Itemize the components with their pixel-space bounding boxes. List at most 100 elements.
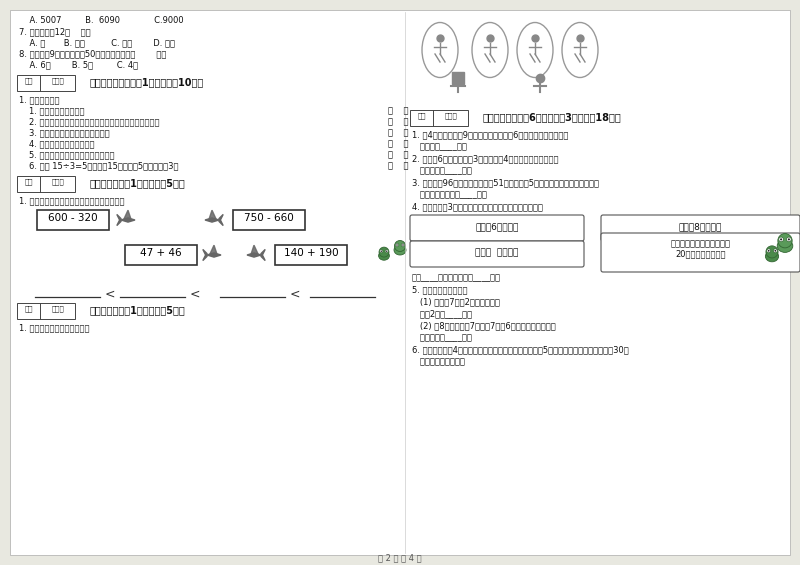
Polygon shape (210, 245, 217, 254)
Text: 3. 一本书共96页，花花已经看完51页，剩下的5天看完，平均每天要看几页？: 3. 一本书共96页，花花已经看完51页，剩下的5天看完，平均每天要看几页？ (412, 178, 599, 187)
Circle shape (380, 250, 383, 253)
Text: 得分: 得分 (24, 178, 33, 185)
Polygon shape (219, 214, 223, 225)
Circle shape (774, 250, 776, 251)
Text: (2) 有8排，每排坐7人，第7排坐6人，一共有多少人？: (2) 有8排，每排坐7人，第7排坐6人，一共有多少人？ (412, 321, 556, 330)
Circle shape (379, 247, 389, 257)
Text: 1. 有4篮苹果，每篮9个，把苹果平均分给6个小朋友，每人几个？: 1. 有4篮苹果，每篮9个，把苹果平均分给6个小朋友，每人几个？ (412, 130, 568, 139)
Text: 8. 个文具盒9元钱，平平有50元钱，最多能买（        ）。: 8. 个文具盒9元钱，平平有50元钱，最多能买（ ）。 (19, 49, 166, 58)
Text: (1) 每排坐7人，2排坐多少人？: (1) 每排坐7人，2排坐多少人？ (412, 297, 500, 306)
Text: 750 - 660: 750 - 660 (244, 213, 294, 223)
Polygon shape (247, 253, 261, 257)
Ellipse shape (766, 251, 778, 262)
Circle shape (396, 244, 398, 246)
Text: 1. 连一连镜子里看到的图像。: 1. 连一连镜子里看到的图像。 (19, 323, 90, 332)
Text: 答：现在有____张。: 答：现在有____张。 (412, 166, 472, 175)
Text: 1. 我知道对错。: 1. 我知道对错。 (19, 95, 59, 104)
Text: 答：一共有____人。: 答：一共有____人。 (412, 333, 472, 342)
Ellipse shape (778, 240, 793, 253)
Text: 孩子们，加油！我已经捉了
20只，我们来比赛。: 孩子们，加油！我已经捉了 20只，我们来比赛。 (670, 239, 730, 258)
Text: 七、连一连（共1大题，共计5分）: 七、连一连（共1大题，共计5分） (90, 305, 186, 315)
Ellipse shape (394, 245, 406, 255)
Text: 答：____捉的害虫多，多____只。: 答：____捉的害虫多，多____只。 (412, 273, 501, 282)
Bar (410, 110, 468, 126)
Text: 六、比一比（共1大题，共计5分）: 六、比一比（共1大题，共计5分） (90, 178, 186, 188)
Text: A. 6个        B. 5个         C. 4个: A. 6个 B. 5个 C. 4个 (19, 60, 138, 69)
Text: 得分: 得分 (24, 305, 33, 312)
Ellipse shape (378, 251, 390, 260)
Text: 评卷人: 评卷人 (51, 77, 64, 84)
Text: （    ）: （ ） (388, 161, 409, 170)
Text: 6. 周日，小明和4个同学去公园玩，公园的儿童票是每张5元，他们一共花了多少元？拿30元: 6. 周日，小明和4个同学去公园玩，公园的儿童票是每张5元，他们一共花了多少元？… (412, 345, 629, 354)
Bar (17, 176, 75, 192)
Text: 140 + 190: 140 + 190 (284, 248, 338, 258)
Polygon shape (207, 253, 221, 257)
Text: 1. 圆有无数条对称轴。: 1. 圆有无数条对称轴。 (29, 106, 85, 115)
Circle shape (381, 250, 382, 252)
Text: 答：2排坐____人。: 答：2排坐____人。 (412, 309, 472, 318)
Circle shape (401, 243, 405, 247)
Text: 答：平均每天要看____页。: 答：平均每天要看____页。 (412, 190, 487, 199)
Text: 5. 新学期老师排座位。: 5. 新学期老师排座位。 (412, 285, 467, 294)
FancyBboxPatch shape (10, 10, 790, 555)
Text: A. 5007         B.  6090             C.9000: A. 5007 B. 6090 C.9000 (19, 16, 184, 25)
Circle shape (386, 250, 387, 252)
Circle shape (786, 237, 791, 242)
Circle shape (768, 250, 770, 251)
Text: 我捉了6只害虫。: 我捉了6只害虫。 (475, 222, 518, 231)
Circle shape (394, 241, 406, 251)
FancyBboxPatch shape (601, 233, 800, 272)
Text: 6. 算式 15÷3=5，表示把15平均分成5份，每份是3。: 6. 算式 15÷3=5，表示把15平均分成5份，每份是3。 (29, 161, 178, 170)
Text: 7. 一块橡皮厚12（    ）。: 7. 一块橡皮厚12（ ）。 (19, 27, 90, 36)
Text: <: < (290, 288, 301, 301)
Text: （    ）: （ ） (388, 106, 409, 115)
Bar (17, 303, 75, 319)
Text: 2. 张叔叔在笔直的公路上开车方向盘的运动是旋转现象。: 2. 张叔叔在笔直的公路上开车方向盘的运动是旋转现象。 (29, 117, 159, 126)
Circle shape (780, 238, 782, 241)
Text: 600 - 320: 600 - 320 (48, 213, 98, 223)
Polygon shape (251, 245, 258, 254)
Text: 我捉了  只害虫。: 我捉了 只害虫。 (475, 248, 518, 257)
Circle shape (774, 249, 778, 253)
Polygon shape (124, 210, 131, 219)
Text: （    ）: （ ） (388, 139, 409, 148)
Bar (37, 210, 109, 230)
Text: （    ）: （ ） (388, 150, 409, 159)
Text: A. 米       B. 分米          C. 厘米        D. 毫米: A. 米 B. 分米 C. 厘米 D. 毫米 (19, 38, 175, 47)
Text: 47 + 46: 47 + 46 (140, 248, 182, 258)
Bar (17, 75, 75, 91)
Circle shape (788, 238, 790, 241)
Text: 八、解决问题（共6小题，每题3分，共计18分）: 八、解决问题（共6小题，每题3分，共计18分） (483, 112, 622, 122)
Text: 4. 火箭升空，是旋转现象。: 4. 火箭升空，是旋转现象。 (29, 139, 94, 148)
Text: 评卷人: 评卷人 (444, 112, 457, 119)
Polygon shape (121, 218, 135, 222)
Polygon shape (203, 249, 207, 260)
Text: 2. 小明有6套画片，每套3张，又买来4张，问现在有多少张？: 2. 小明有6套画片，每套3张，又买来4张，问现在有多少张？ (412, 154, 558, 163)
Bar (233, 210, 305, 230)
FancyBboxPatch shape (601, 215, 800, 241)
Text: 去，买票的钱够吗？: 去，买票的钱够吗？ (412, 357, 465, 366)
Circle shape (778, 237, 783, 242)
Circle shape (778, 233, 792, 248)
Text: 五、判断对与错（共1大题，共计10分）: 五、判断对与错（共1大题，共计10分） (90, 77, 204, 87)
Circle shape (766, 249, 770, 253)
Circle shape (402, 244, 404, 246)
Polygon shape (205, 218, 219, 222)
Text: 评卷人: 评卷人 (51, 178, 64, 185)
Text: <: < (190, 288, 201, 301)
Text: （    ）: （ ） (388, 128, 409, 137)
Circle shape (766, 246, 778, 258)
Text: 第 2 页 共 4 页: 第 2 页 共 4 页 (378, 553, 422, 562)
Text: 答：每人____个。: 答：每人____个。 (412, 142, 467, 151)
Polygon shape (117, 214, 121, 225)
Polygon shape (261, 249, 266, 260)
Text: 得分: 得分 (418, 112, 426, 119)
Circle shape (385, 250, 388, 253)
FancyBboxPatch shape (410, 215, 584, 241)
Text: 4. 青蛙蝈蝈和3只小青蛙比，谁捉的害虫多？多多少只？: 4. 青蛙蝈蝈和3只小青蛙比，谁捉的害虫多？多多少只？ (412, 202, 543, 211)
Text: 得分: 得分 (24, 77, 33, 84)
Bar (275, 245, 347, 265)
Text: 1. 把下列算式按得数大小，从小到大排一行。: 1. 把下列算式按得数大小，从小到大排一行。 (19, 196, 125, 205)
Text: 3. 所有的三角形都是轴对称图形。: 3. 所有的三角形都是轴对称图形。 (29, 128, 110, 137)
Text: <: < (105, 288, 115, 301)
